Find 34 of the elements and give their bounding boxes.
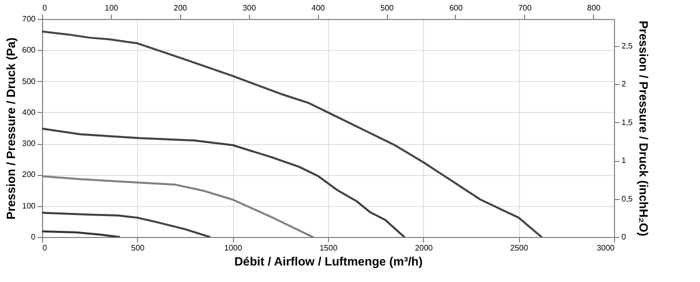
x-tick-label: 0 (42, 244, 48, 252)
y2-axis-title: Pression / Pressure / Druck (inchH₂O) (636, 20, 651, 236)
y2-tick-label: 2,5 (622, 41, 634, 50)
x2-tick-label: 300 (242, 4, 256, 12)
x2-tick-label: 600 (449, 4, 464, 12)
x2-tick-label: 500 (380, 4, 394, 12)
x-tick-label: 3000 (596, 244, 616, 252)
y-tick-label: 500 (22, 76, 36, 86)
x-axis-title: Débit / Airflow / Luftmenge (m³/h) (234, 254, 423, 268)
y-tick-label: 100 (22, 201, 36, 210)
y-tick-label: 600 (22, 46, 36, 55)
x-tick-label: 1000 (224, 244, 243, 252)
x2-tick-label: 0 (42, 4, 48, 12)
x-tick-label: 1500 (320, 244, 338, 252)
x2-tick-label: 700 (518, 4, 532, 12)
x2-tick-label: 100 (104, 4, 119, 12)
y2-tick-label: 1 (622, 156, 626, 166)
y-tick-label: 200 (22, 170, 36, 180)
y2-tick-label: 1,5 (622, 118, 634, 127)
y-axis-title: Pression / Pressure / Druck (Pa) (4, 37, 18, 220)
y-tick-label: 300 (22, 139, 36, 148)
y2-tick-label: 0 (622, 232, 626, 242)
x2-tick-label: 800 (587, 4, 602, 12)
y-tick-label: 700 (22, 14, 36, 24)
line-series (42, 212, 211, 237)
x-tick-label: 500 (131, 244, 146, 252)
y2-tick-label: 2 (622, 80, 626, 89)
x-tick-label: 2500 (510, 244, 529, 252)
y-tick-label: 0 (31, 232, 36, 242)
x2-tick-label: 400 (311, 4, 326, 12)
x2-tick-label: 200 (174, 4, 188, 12)
y2-tick-label: 0,5 (622, 194, 634, 204)
x-tick-label: 2000 (414, 244, 434, 252)
y-tick-label: 400 (22, 108, 36, 117)
